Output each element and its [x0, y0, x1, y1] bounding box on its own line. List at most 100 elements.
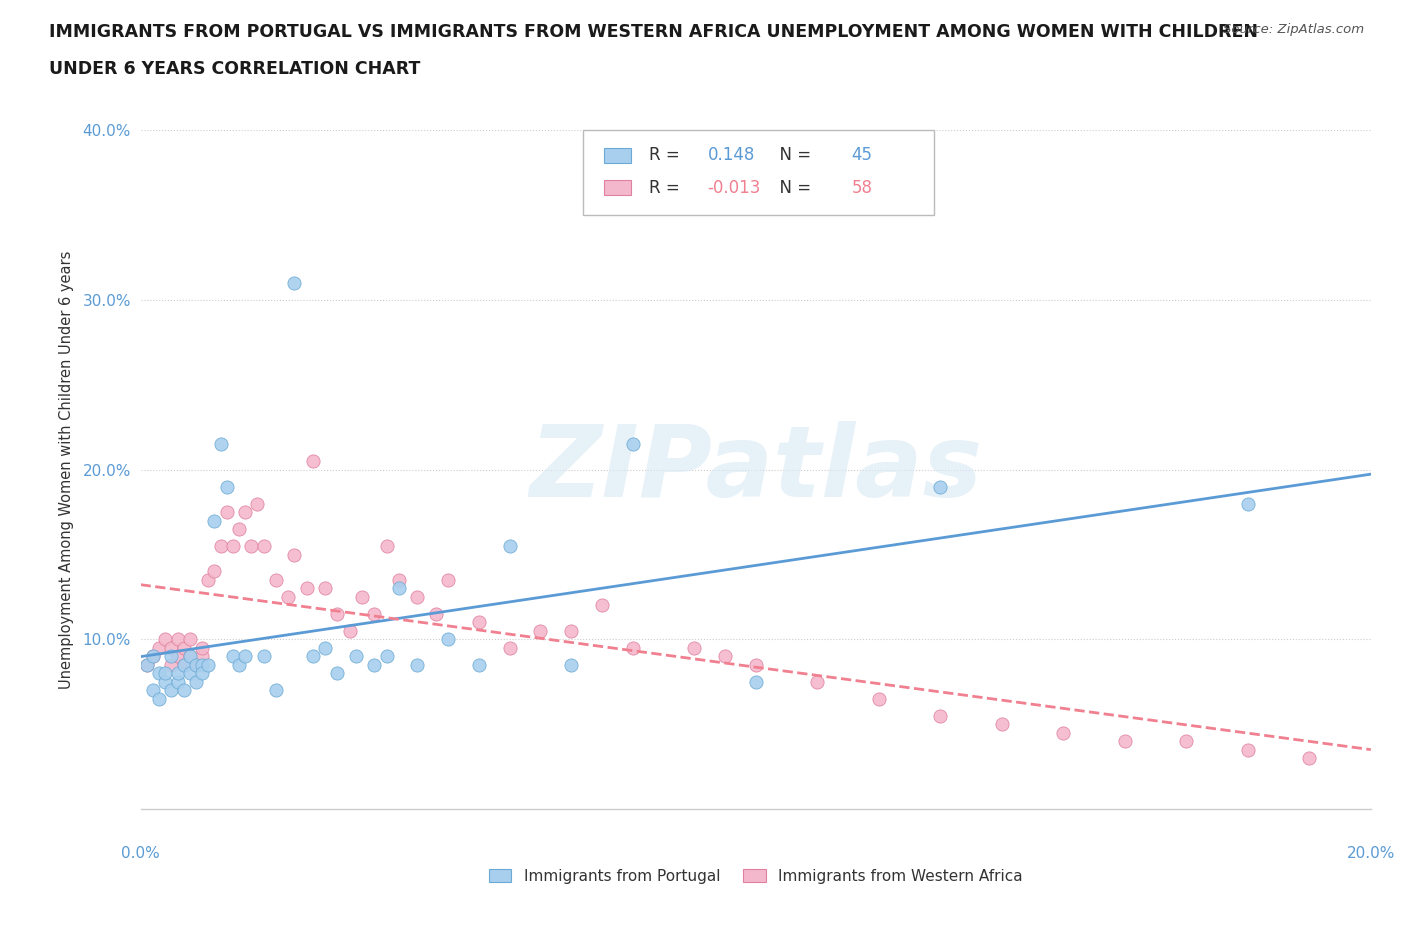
Text: UNDER 6 YEARS CORRELATION CHART: UNDER 6 YEARS CORRELATION CHART [49, 60, 420, 78]
Point [339, 623, 361, 638]
Point [184, 658, 207, 672]
Point [148, 691, 170, 706]
Point [264, 683, 287, 698]
Point [160, 649, 183, 664]
Point [173, 683, 195, 698]
Point [375, 538, 398, 553]
Point [153, 674, 177, 689]
Point [1114, 734, 1136, 749]
Point [135, 658, 157, 672]
Point [745, 658, 768, 672]
Point [1052, 725, 1074, 740]
Point [142, 683, 165, 698]
Point [314, 581, 336, 596]
Point [228, 658, 250, 672]
Point [1237, 742, 1260, 757]
Text: 0.148: 0.148 [707, 146, 755, 165]
Point [202, 513, 225, 528]
Text: -0.013: -0.013 [707, 179, 761, 197]
FancyBboxPatch shape [605, 180, 631, 195]
Text: ZIPatlas: ZIPatlas [529, 421, 983, 518]
Point [135, 658, 157, 672]
Point [621, 437, 644, 452]
Text: 45: 45 [852, 146, 873, 165]
Point [142, 649, 165, 664]
Point [191, 649, 214, 664]
Text: 58: 58 [852, 179, 873, 197]
Point [326, 666, 349, 681]
Point [173, 641, 195, 656]
Text: Source: ZipAtlas.com: Source: ZipAtlas.com [1223, 23, 1364, 36]
Point [222, 649, 245, 664]
Point [283, 547, 305, 562]
Text: N =: N = [769, 146, 817, 165]
Point [179, 666, 201, 681]
Point [222, 538, 245, 553]
Point [1298, 751, 1320, 765]
Text: IMMIGRANTS FROM PORTUGAL VS IMMIGRANTS FROM WESTERN AFRICA UNEMPLOYMENT AMONG WO: IMMIGRANTS FROM PORTUGAL VS IMMIGRANTS F… [49, 23, 1258, 41]
Text: 0.0%: 0.0% [121, 846, 160, 861]
Point [314, 641, 336, 656]
Point [560, 623, 582, 638]
Point [148, 641, 170, 656]
Point [363, 658, 385, 672]
Point [437, 632, 460, 647]
Point [302, 454, 325, 469]
Point [468, 615, 491, 630]
Point [375, 649, 398, 664]
Point [406, 658, 429, 672]
Point [498, 641, 520, 656]
Point [160, 683, 183, 698]
Point [233, 649, 256, 664]
Y-axis label: Unemployment Among Women with Children Under 6 years: Unemployment Among Women with Children U… [59, 250, 75, 689]
Point [277, 590, 299, 604]
Point [498, 538, 520, 553]
Point [406, 590, 429, 604]
Point [166, 666, 188, 681]
Point [209, 437, 232, 452]
Point [191, 641, 214, 656]
Point [179, 649, 201, 664]
Point [191, 666, 214, 681]
Point [468, 658, 491, 672]
Point [1175, 734, 1198, 749]
Point [209, 538, 232, 553]
Point [246, 497, 269, 512]
Text: 20.0%: 20.0% [1347, 846, 1395, 861]
FancyBboxPatch shape [605, 148, 631, 163]
Point [179, 632, 201, 647]
Point [191, 658, 214, 672]
Point [352, 590, 374, 604]
Point [160, 641, 183, 656]
Text: R =: R = [648, 179, 685, 197]
Legend: Immigrants from Portugal, Immigrants from Western Africa: Immigrants from Portugal, Immigrants fro… [482, 862, 1029, 890]
Point [197, 573, 219, 588]
Point [806, 674, 828, 689]
Point [228, 522, 250, 537]
Point [560, 658, 582, 672]
Point [233, 505, 256, 520]
Point [166, 632, 188, 647]
Point [215, 505, 238, 520]
FancyBboxPatch shape [583, 130, 934, 215]
Point [215, 479, 238, 494]
Point [363, 606, 385, 621]
Point [302, 649, 325, 664]
Point [326, 606, 349, 621]
Point [253, 538, 276, 553]
Point [929, 479, 952, 494]
Point [388, 581, 411, 596]
Point [173, 658, 195, 672]
Point [166, 649, 188, 664]
Point [253, 649, 276, 664]
Point [437, 573, 460, 588]
Point [425, 606, 447, 621]
Point [179, 649, 201, 664]
Point [683, 641, 706, 656]
Point [591, 598, 613, 613]
Point [264, 573, 287, 588]
Point [868, 691, 890, 706]
Point [184, 658, 207, 672]
Point [714, 649, 737, 664]
Point [283, 275, 305, 290]
